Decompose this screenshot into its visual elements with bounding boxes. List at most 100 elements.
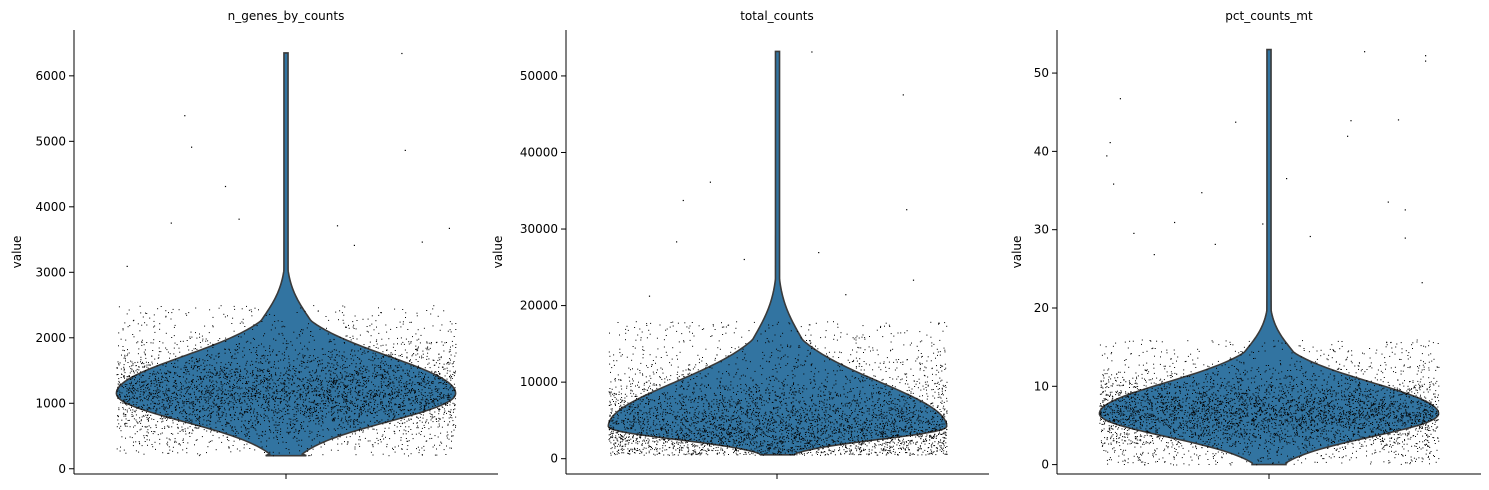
strip-point	[414, 412, 416, 414]
strip-point	[384, 409, 386, 411]
strip-point	[440, 357, 442, 359]
strip-point	[143, 363, 145, 365]
strip-point	[291, 427, 293, 429]
strip-point	[187, 386, 189, 388]
strip-point	[443, 402, 445, 404]
strip-point	[628, 442, 630, 444]
strip-point	[233, 387, 234, 389]
strip-point	[146, 426, 148, 428]
strip-point	[171, 312, 173, 314]
strip-point	[796, 419, 797, 421]
strip-point	[414, 375, 416, 377]
strip-point	[357, 385, 359, 387]
strip-point	[370, 359, 372, 361]
strip-point	[341, 419, 343, 421]
strip-point	[689, 331, 691, 333]
strip-point	[447, 389, 449, 391]
y-tick-label: 6000	[35, 69, 66, 83]
strip-point	[677, 366, 679, 368]
strip-point	[295, 407, 297, 409]
strip-point	[411, 389, 413, 391]
strip-point	[162, 405, 164, 407]
strip-point	[186, 401, 188, 402]
strip-point	[256, 375, 258, 377]
strip-point	[288, 398, 290, 400]
strip-point	[171, 363, 173, 364]
strip-point	[331, 385, 333, 387]
strip-point	[307, 379, 309, 381]
strip-point	[349, 415, 351, 417]
strip-point	[427, 402, 429, 404]
strip-point	[330, 383, 332, 385]
strip-point	[687, 381, 689, 383]
strip-point	[300, 330, 302, 332]
strip-point	[692, 393, 694, 395]
strip-point	[118, 390, 120, 392]
strip-point	[429, 387, 431, 389]
strip-point	[408, 455, 409, 457]
strip-point	[388, 385, 390, 387]
strip-point	[311, 360, 313, 362]
strip-point	[125, 415, 127, 417]
strip-point	[789, 449, 791, 451]
strip-point	[148, 419, 149, 421]
strip-point	[454, 372, 456, 373]
strip-point	[154, 412, 156, 414]
strip-point	[189, 338, 191, 339]
strip-point	[377, 403, 379, 405]
strip-point	[376, 372, 378, 374]
strip-point	[164, 372, 166, 374]
strip-point	[256, 354, 258, 355]
strip-point	[196, 409, 198, 410]
strip-point	[225, 376, 227, 377]
strip-point	[384, 396, 386, 398]
strip-point	[414, 391, 416, 393]
strip-point	[156, 384, 158, 386]
strip-point	[378, 307, 379, 309]
strip-point	[156, 397, 158, 399]
strip-point	[906, 431, 908, 433]
strip-point	[211, 385, 213, 387]
strip-point	[171, 392, 173, 394]
strip-point	[268, 361, 270, 363]
strip-point	[934, 428, 936, 430]
strip-point	[430, 343, 432, 345]
strip-point	[233, 435, 235, 437]
strip-point	[146, 313, 148, 314]
strip-point	[143, 453, 145, 455]
strip-point	[787, 363, 789, 365]
strip-point	[269, 351, 271, 353]
strip-point	[691, 453, 693, 455]
strip-point	[316, 378, 318, 380]
strip-point	[207, 446, 209, 448]
strip-point	[298, 404, 300, 406]
strip-point	[620, 404, 622, 406]
strip-point	[452, 435, 454, 437]
strip-point	[175, 388, 177, 390]
strip-point	[266, 370, 268, 372]
strip-point	[643, 422, 644, 424]
strip-point	[256, 377, 258, 379]
strip-point	[142, 361, 143, 363]
strip-point	[233, 383, 234, 385]
strip-point	[765, 392, 767, 394]
strip-point	[140, 361, 141, 363]
strip-point	[311, 388, 313, 390]
strip-point	[289, 392, 291, 394]
strip-point	[387, 419, 389, 421]
strip-point	[894, 406, 896, 408]
strip-point	[124, 356, 126, 358]
strip-point	[214, 368, 216, 370]
strip-point	[319, 328, 321, 330]
strip-point	[422, 380, 424, 382]
strip-point	[396, 426, 398, 428]
strip-point	[196, 375, 198, 377]
strip-point	[345, 326, 347, 328]
strip-point	[394, 424, 396, 426]
strip-point	[388, 393, 390, 395]
strip-point	[165, 315, 167, 317]
strip-point	[346, 385, 348, 387]
strip-point	[622, 439, 624, 441]
strip-point	[139, 386, 141, 388]
strip-point	[423, 435, 425, 437]
